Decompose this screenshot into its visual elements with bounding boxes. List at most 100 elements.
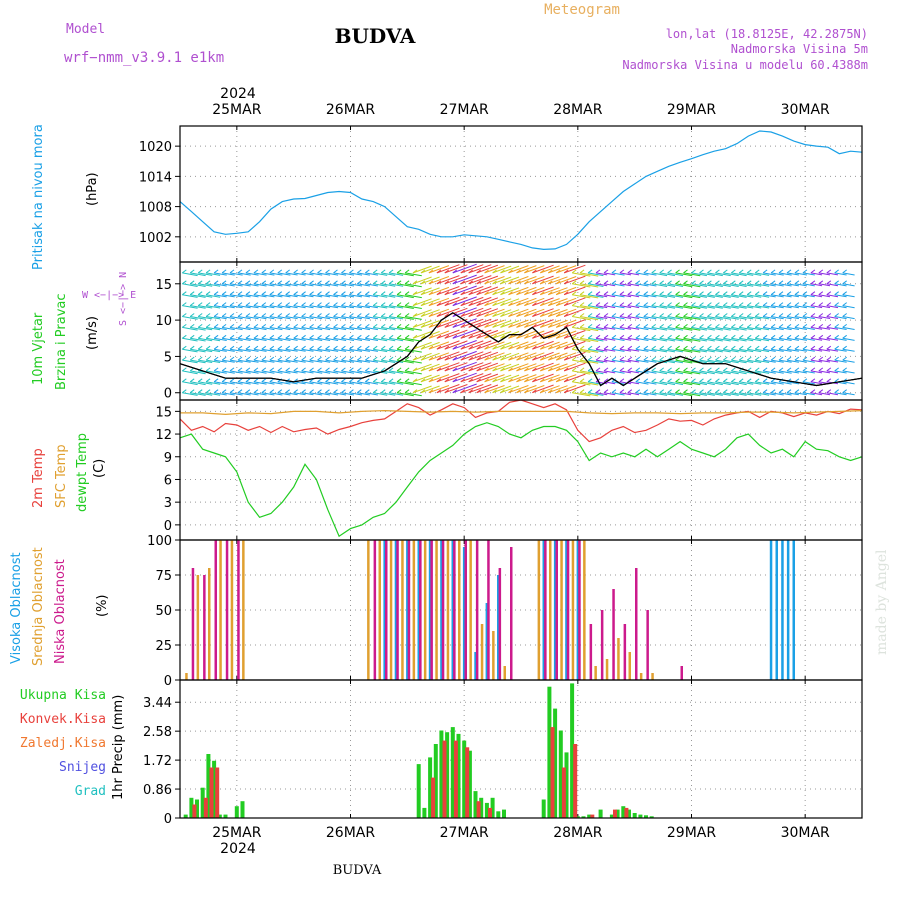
wind-arrow <box>317 283 331 287</box>
wind-arrow <box>651 381 668 386</box>
wind-arrow <box>277 370 291 374</box>
wind-arrow <box>532 264 554 274</box>
wind-arrow <box>190 283 206 287</box>
wind-arrow-head <box>667 334 672 339</box>
y-tick-label: 2.58 <box>143 725 172 740</box>
wind-arrow <box>786 370 799 374</box>
wind-arrow <box>699 305 715 309</box>
wind-arrow <box>675 272 693 277</box>
wind-arrow-head <box>667 378 672 383</box>
y-tick-label: 75 <box>155 569 172 584</box>
wind-arrow <box>301 381 314 385</box>
wind-arrow <box>763 381 776 385</box>
wind-arrow <box>794 316 807 320</box>
wind-arrow <box>198 283 213 287</box>
wind-arrow-head <box>746 323 752 328</box>
wind-arrow <box>747 359 762 363</box>
wind-arrow-head <box>205 367 211 372</box>
wind-arrow <box>731 305 747 309</box>
wind-arrow <box>190 348 206 353</box>
wind-arrow-head <box>484 269 489 274</box>
wind-arrow <box>580 348 599 353</box>
wind-arrow-head <box>468 378 474 383</box>
wind-arrow <box>277 305 291 309</box>
wind-arrow-head <box>683 291 688 296</box>
wind-arrow <box>182 272 198 277</box>
wind-arrow <box>285 337 298 341</box>
wind-arrow <box>198 348 213 353</box>
bar <box>646 610 649 680</box>
wind-arrow <box>229 348 243 352</box>
wind-arrow-head <box>388 345 394 350</box>
wind-arrow <box>802 272 815 276</box>
wind-arrow-head <box>539 302 545 307</box>
wind-arrow-head <box>754 269 760 274</box>
wind-arrow <box>643 272 657 276</box>
wind-arrow-head <box>651 291 657 296</box>
wind-arrow <box>253 305 267 309</box>
wind-arrow-head <box>301 356 306 361</box>
wind-arrow <box>675 359 693 364</box>
wind-arrow <box>269 326 283 331</box>
wind-arrow <box>190 316 206 320</box>
wind-arrow <box>317 370 331 374</box>
wind-arrow-head <box>842 291 848 296</box>
wind-arrow <box>556 363 577 372</box>
wind-arrow <box>460 275 484 285</box>
wind-arrow <box>508 297 529 307</box>
wind-arrow-head <box>229 313 235 317</box>
wind-arrow <box>397 392 414 397</box>
bar <box>605 659 609 680</box>
wind-arrow <box>540 298 560 307</box>
wind-arrow <box>619 294 632 298</box>
wind-arrow <box>771 305 784 309</box>
wind-arrow-head <box>452 367 458 372</box>
wind-arrow-head <box>635 313 641 317</box>
wind-arrow <box>651 359 668 364</box>
bar <box>474 652 477 680</box>
wind-arrow <box>412 385 432 394</box>
bar <box>206 754 211 818</box>
top-date-label: 27MAR <box>440 102 489 118</box>
wind-arrow-head <box>826 280 832 285</box>
wind-arrow-head <box>532 367 537 372</box>
wind-arrow <box>245 381 259 385</box>
wind-arrow-head <box>611 334 617 339</box>
wind-arrow <box>834 326 847 330</box>
wind-arrow <box>389 283 404 287</box>
wind-arrow-head <box>213 334 219 339</box>
wind-arrow-head <box>730 269 736 274</box>
wind-arrow-head <box>699 291 704 296</box>
wind-arrow-head <box>635 269 641 274</box>
wind-arrow-head <box>754 334 760 339</box>
wind-arrow-head <box>492 313 497 317</box>
wind-arrow-head <box>452 269 458 274</box>
wind-arrow-head <box>261 367 267 372</box>
wind-arrow <box>595 381 608 385</box>
wind-arrow <box>627 348 640 352</box>
wind-arrow-head <box>189 356 195 361</box>
wind-arrow-head <box>762 291 768 296</box>
wind-arrow <box>229 359 243 363</box>
y-tick-label: 50 <box>155 604 172 619</box>
wind-arrow <box>739 326 754 331</box>
wind-arrow <box>723 392 739 396</box>
wind-arrow <box>588 283 604 287</box>
wind-arrow <box>715 381 731 386</box>
wind-arrow-head <box>532 334 537 339</box>
wind-arrow <box>405 326 422 331</box>
wind-arrow <box>802 392 815 396</box>
bar <box>196 575 200 680</box>
wind-arrow-head <box>325 280 330 285</box>
pressure-label: Pritisak na nivou mora <box>31 124 46 270</box>
wind-arrow-head <box>404 378 410 383</box>
wind-arrow-head <box>492 280 497 285</box>
wind-arrow <box>389 305 404 309</box>
wind-arrow <box>842 316 855 320</box>
wind-arrow <box>763 359 776 363</box>
wind-arrow-head <box>754 356 760 361</box>
wind-arrow <box>643 392 657 396</box>
wind-arrow <box>492 287 512 296</box>
wind-arrow-head <box>325 356 330 361</box>
wind-arrow-head <box>484 345 489 350</box>
